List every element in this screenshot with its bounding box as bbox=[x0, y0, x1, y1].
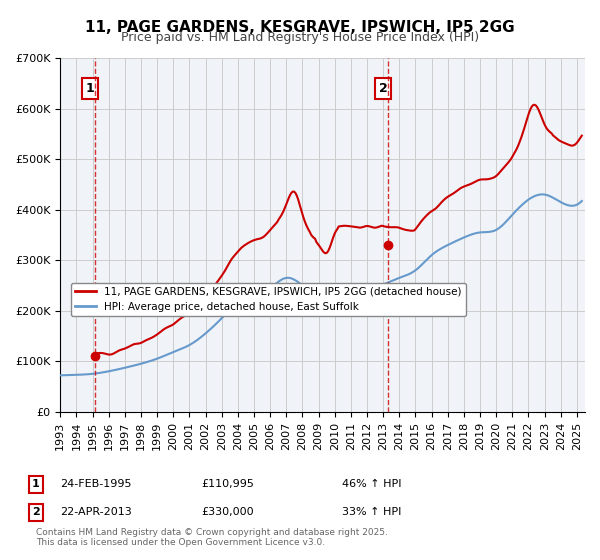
Text: 33% ↑ HPI: 33% ↑ HPI bbox=[343, 507, 401, 517]
Text: Contains HM Land Registry data © Crown copyright and database right 2025.
This d: Contains HM Land Registry data © Crown c… bbox=[36, 528, 388, 547]
Text: Price paid vs. HM Land Registry's House Price Index (HPI): Price paid vs. HM Land Registry's House … bbox=[121, 31, 479, 44]
Text: £110,995: £110,995 bbox=[202, 479, 254, 489]
Text: £330,000: £330,000 bbox=[202, 507, 254, 517]
Text: 1: 1 bbox=[32, 479, 40, 489]
Legend: 11, PAGE GARDENS, KESGRAVE, IPSWICH, IP5 2GG (detached house), HPI: Average pric: 11, PAGE GARDENS, KESGRAVE, IPSWICH, IP5… bbox=[71, 283, 466, 316]
Text: 24-FEB-1995: 24-FEB-1995 bbox=[60, 479, 132, 489]
Text: 2: 2 bbox=[379, 82, 388, 95]
Text: 2: 2 bbox=[32, 507, 40, 517]
Text: 46% ↑ HPI: 46% ↑ HPI bbox=[342, 479, 402, 489]
Text: 22-APR-2013: 22-APR-2013 bbox=[60, 507, 132, 517]
Text: 11, PAGE GARDENS, KESGRAVE, IPSWICH, IP5 2GG: 11, PAGE GARDENS, KESGRAVE, IPSWICH, IP5… bbox=[85, 20, 515, 35]
Text: 1: 1 bbox=[85, 82, 94, 95]
